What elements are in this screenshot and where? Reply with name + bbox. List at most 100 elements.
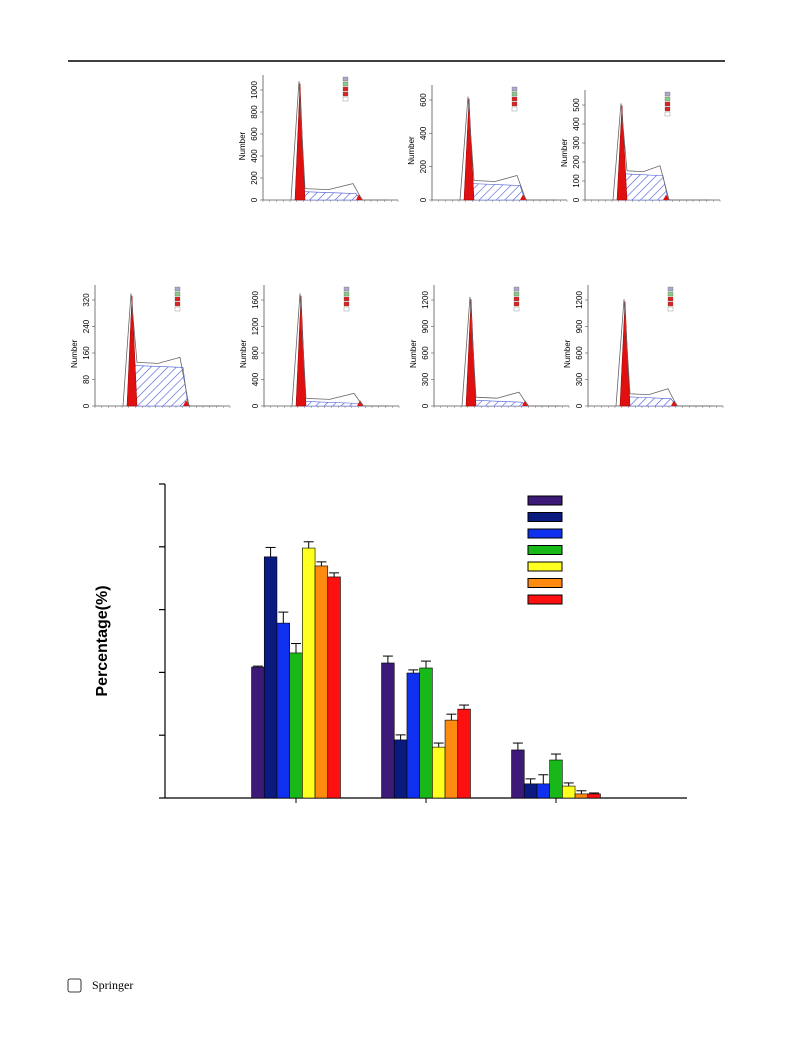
hist-legend — [513, 301, 520, 307]
hist-legend — [343, 286, 350, 292]
bar — [536, 783, 550, 799]
hist-legend — [343, 291, 350, 297]
hist-legend — [174, 301, 181, 307]
publisher: Springer — [92, 978, 133, 992]
bar — [511, 749, 525, 799]
hist-legend — [513, 306, 520, 312]
hist-legend — [511, 96, 518, 102]
bar — [549, 759, 563, 799]
hist-plateau — [622, 173, 669, 201]
hist-outline — [615, 299, 713, 407]
legend-swatch — [527, 495, 563, 506]
hist-tick-label: 300 — [421, 372, 430, 386]
hist-tick-label: 200 — [250, 171, 259, 185]
publisher-logo — [67, 978, 82, 993]
hist-legend — [511, 86, 518, 92]
hist-tick-label: 400 — [250, 149, 259, 163]
legend-swatch — [527, 594, 563, 605]
hist-legend — [667, 306, 674, 312]
hist-plateau — [471, 399, 528, 407]
hist-ylabel: Number — [563, 339, 572, 368]
hist-peak — [616, 105, 628, 201]
hist-legend — [667, 291, 674, 297]
hist-tick-label: 600 — [250, 127, 259, 141]
hist-ylabel: Number — [407, 136, 416, 165]
hist-peak — [126, 295, 138, 407]
hist-legend — [511, 101, 518, 107]
hist-tick-label: 0 — [251, 403, 260, 408]
hist-tick-label: 0 — [421, 403, 430, 408]
legend-swatch — [527, 578, 563, 588]
bar — [393, 739, 408, 799]
legend-swatch — [527, 528, 563, 539]
hist-tick-label: 100 — [572, 174, 581, 188]
hist-legend — [174, 286, 181, 292]
hist-outline — [612, 103, 710, 201]
hist-tick-label: 1600 — [251, 291, 260, 309]
hist-legend — [174, 306, 181, 312]
hist-plateau — [301, 401, 363, 407]
hist-legend — [342, 81, 349, 87]
hist-tick-label: 0 — [82, 403, 91, 408]
hist-legend — [667, 286, 674, 292]
hist-tick-label: 0 — [575, 403, 584, 408]
hist-outline — [291, 293, 389, 407]
hist-tick-label: 400 — [419, 126, 428, 140]
hist-ylabel: Number — [409, 339, 418, 368]
hist-legend — [343, 306, 350, 312]
hist-outline — [122, 293, 220, 407]
hist-legend — [342, 76, 349, 82]
hist-tick-label: 1200 — [251, 317, 260, 335]
hist-outline — [290, 81, 388, 201]
hist-legend — [174, 291, 181, 297]
hist-tick-label: 500 — [572, 98, 581, 112]
legend-swatch — [527, 512, 563, 522]
hist-tick-label: 200 — [419, 159, 428, 173]
bar — [327, 576, 341, 799]
legend-swatch — [527, 545, 563, 555]
hist-tick-label: 0 — [572, 197, 581, 202]
hist-plateau — [625, 396, 677, 407]
hist-peak2 — [183, 400, 190, 406]
hist-legend — [667, 301, 674, 307]
hist-outline — [459, 96, 557, 201]
hist-legend — [174, 296, 181, 302]
bar — [276, 622, 290, 799]
hist-tick-label: 900 — [575, 319, 584, 333]
hist-legend — [667, 296, 674, 302]
bar — [444, 719, 459, 799]
hist-legend — [664, 96, 671, 102]
bar — [289, 652, 303, 799]
bar — [432, 746, 446, 799]
hist-tick-label: 1200 — [575, 291, 584, 309]
hist-tick-label: 300 — [575, 372, 584, 386]
hist-tick-label: 300 — [572, 136, 581, 150]
hist-tick-label: 400 — [572, 117, 581, 131]
y-axis-label: Percentage(%) — [94, 585, 111, 696]
hist-tick-label: 800 — [250, 105, 259, 119]
hist-tick-label: 80 — [82, 375, 91, 384]
hist-tick-label: 240 — [82, 319, 91, 333]
hist-tick-label: 1000 — [250, 81, 259, 99]
hist-legend — [664, 106, 671, 112]
hist-legend — [513, 296, 520, 302]
hist-plateau — [300, 191, 362, 201]
hist-ylabel: Number — [239, 339, 248, 368]
bar — [574, 793, 589, 799]
hist-legend — [342, 96, 349, 102]
bar — [523, 783, 538, 799]
hist-ylabel: Number — [70, 339, 79, 368]
hist-legend — [343, 301, 350, 307]
hist-plateau — [469, 183, 526, 201]
bar — [381, 662, 395, 799]
hist-tick-label: 0 — [419, 197, 428, 202]
hist-tick-label: 160 — [82, 346, 91, 360]
hist-tick-label: 600 — [421, 346, 430, 360]
hist-legend — [342, 86, 349, 92]
bar — [587, 793, 601, 799]
bar — [406, 672, 420, 799]
legend-swatch — [527, 561, 563, 572]
hist-tick-label: 320 — [82, 293, 91, 307]
hist-legend — [343, 296, 350, 302]
hist-tick-label: 900 — [421, 319, 430, 333]
